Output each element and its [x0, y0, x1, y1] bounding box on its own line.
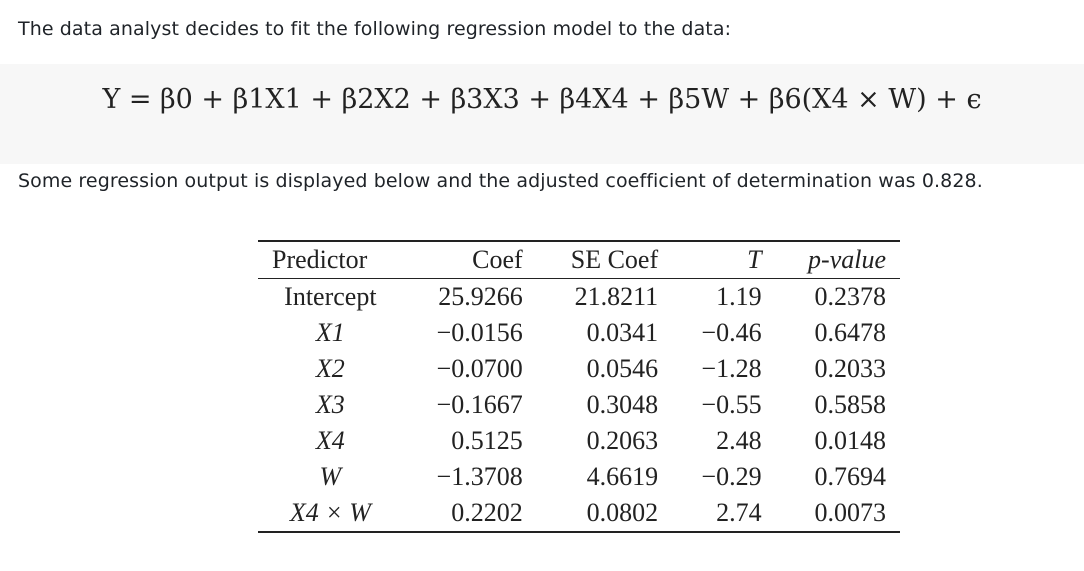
row-se: 21.8211	[574, 282, 659, 311]
row-t: −1.28	[701, 354, 762, 383]
header-p-value: p-value	[775, 241, 900, 279]
row-se: 0.3048	[586, 390, 659, 419]
row-t: −0.55	[701, 390, 762, 419]
table-row: X1 −0.0156 0.0341 −0.46 0.6478	[258, 315, 900, 351]
row-p: 0.5858	[814, 390, 887, 419]
regression-output-table: Predictor Coef SE Coef T p-value Interce…	[258, 240, 900, 533]
summary-text: Some regression output is displayed belo…	[18, 170, 983, 192]
row-predictor: X2	[315, 354, 345, 383]
header-se-coef: SE Coef	[536, 241, 673, 279]
row-p: 0.6478	[814, 318, 887, 347]
row-predictor: X1	[315, 318, 345, 347]
row-coef: 0.2202	[451, 498, 523, 527]
row-coef: −1.3708	[436, 462, 523, 491]
row-t: 2.74	[716, 498, 762, 527]
row-coef: 25.9266	[438, 282, 523, 311]
row-coef: −0.0156	[436, 318, 523, 347]
equation-block	[0, 64, 1084, 164]
row-coef: 0.5125	[451, 426, 523, 455]
row-predictor: X4 × W	[289, 498, 371, 527]
row-p: 0.0148	[814, 426, 887, 455]
row-p: 0.2033	[814, 354, 887, 383]
table-row: Intercept 25.9266 21.8211 1.19 0.2378	[258, 279, 900, 316]
row-predictor: X4	[315, 426, 345, 455]
intro-text: The data analyst decides to fit the foll…	[18, 18, 732, 40]
row-t: −0.46	[701, 318, 762, 347]
table-row: X3 −0.1667 0.3048 −0.55 0.5858	[258, 387, 900, 423]
row-se: 0.0546	[586, 354, 659, 383]
row-predictor: Intercept	[284, 282, 377, 311]
regression-output-table-wrapper: Predictor Coef SE Coef T p-value Interce…	[258, 240, 900, 550]
regression-equation: Y = β0 + β1X1 + β2X2 + β3X3 + β4X4 + β5W…	[102, 84, 982, 115]
row-p: 0.7694	[814, 462, 887, 491]
row-predictor: X3	[315, 390, 345, 419]
row-se: 4.6619	[586, 462, 659, 491]
row-t: −0.29	[701, 462, 762, 491]
table-row: W −1.3708 4.6619 −0.29 0.7694	[258, 459, 900, 495]
row-coef: −0.0700	[436, 354, 523, 383]
table-row: X4 × W 0.2202 0.0802 2.74 0.0073	[258, 495, 900, 532]
table-row: X4 0.5125 0.2063 2.48 0.0148	[258, 423, 900, 459]
header-predictor: Predictor	[258, 241, 403, 279]
table-header-row: Predictor Coef SE Coef T p-value	[258, 241, 900, 279]
header-t: T	[672, 241, 776, 279]
row-p: 0.2378	[814, 282, 887, 311]
row-se: 0.0802	[586, 498, 659, 527]
row-p: 0.0073	[814, 498, 887, 527]
header-coef: Coef	[402, 241, 537, 279]
row-t: 2.48	[716, 426, 762, 455]
row-se: 0.2063	[586, 426, 659, 455]
table-row: X2 −0.0700 0.0546 −1.28 0.2033	[258, 351, 900, 387]
row-se: 0.0341	[586, 318, 659, 347]
row-coef: −0.1667	[436, 390, 523, 419]
row-predictor: W	[319, 462, 342, 491]
row-t: 1.19	[716, 282, 762, 311]
